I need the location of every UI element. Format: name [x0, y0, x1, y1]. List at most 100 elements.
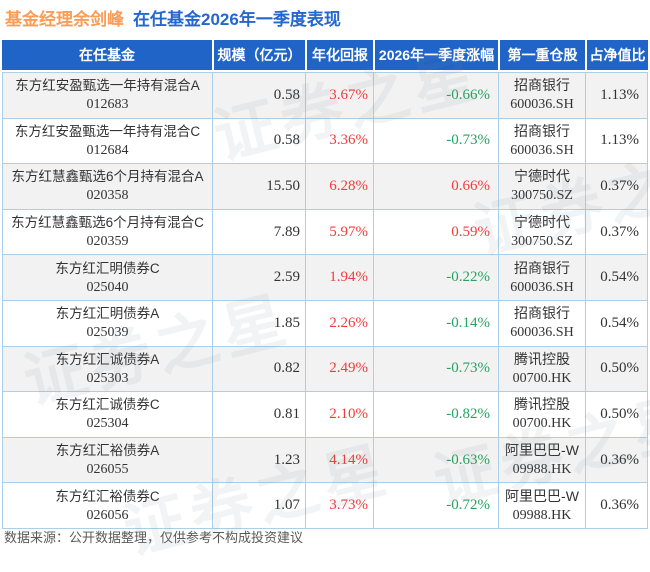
holding-name: 招商银行 [514, 122, 570, 139]
fund-scale-value: 15.50 [213, 164, 306, 209]
top-holding-cell: 招商银行 600036.SH [499, 300, 586, 346]
annual-return-value: 4.14% [306, 437, 374, 483]
report-subtitle: 在任基金2026年一季度表现 [133, 10, 341, 29]
fund-code: 026055 [86, 462, 129, 478]
fund-scale-value: 0.58 [213, 118, 306, 164]
fund-name: 东方红汇诚债券A [55, 351, 160, 367]
holding-name: 招商银行 [514, 77, 570, 94]
fund-name: 东方红汇裕债券C [55, 488, 160, 504]
header-annual-return: 年化回报 [307, 40, 375, 70]
fund-cell: 东方红汇裕债券C 026056 [3, 483, 213, 528]
net-ratio-value: 0.54% [600, 314, 639, 331]
q1-change-value: 0.59% [374, 209, 499, 255]
holding-code: 600036.SH [510, 325, 574, 341]
top-holding-cell: 腾讯控股 00700.HK [499, 392, 586, 437]
fund-name: 东方红汇明债券A [55, 306, 160, 322]
fund-scale-value: 1.07 [213, 483, 306, 528]
annual-return-value: 3.67% [306, 73, 374, 118]
q1-change-value: -0.66% [374, 73, 499, 118]
fund-cell: 东方红汇明债券C 025040 [3, 255, 213, 300]
table-row: 东方红汇明债券A 025039 1.85 2.26% -0.14% 招商银行 6… [3, 300, 647, 347]
table-row: 东方红汇诚债券A 025303 0.82 2.49% -0.73% 腾讯控股 0… [3, 346, 647, 393]
top-holding-cell: 阿里巴巴-W 09988.HK [499, 483, 586, 528]
holding-code: 09988.HK [512, 462, 572, 478]
header-q1-change: 2026年一季度涨幅 [375, 40, 500, 70]
fund-code: 012684 [86, 142, 129, 158]
table-row: 东方红慧鑫甄选6个月持有混合A 020358 15.50 6.28% 0.66%… [3, 164, 647, 210]
net-ratio-value: 1.13% [600, 86, 639, 103]
fund-name: 东方红慧鑫甄选6个月持有混合A [11, 169, 204, 185]
fund-cell: 东方红安盈甄选一年持有混合A 012683 [3, 73, 213, 118]
top-holding-cell: 招商银行 600036.SH [499, 118, 586, 164]
holding-code: 00700.HK [512, 370, 572, 386]
net-ratio-value: 0.54% [600, 269, 639, 286]
holding-name: 宁德时代 [514, 214, 570, 231]
annual-return-value: 2.10% [306, 392, 374, 437]
q1-change-value: -0.73% [374, 118, 499, 164]
annual-return-value: 1.94% [306, 255, 374, 300]
fund-cell: 东方红汇明债券A 025039 [3, 300, 213, 346]
top-holding-cell: 宁德时代 300750.SZ [499, 164, 586, 209]
fund-code: 025303 [86, 370, 129, 386]
fund-name: 东方红安盈甄选一年持有混合A [15, 78, 200, 94]
table-row: 东方红汇裕债券C 026056 1.07 3.73% -0.72% 阿里巴巴-W… [3, 483, 647, 528]
fund-scale-value: 2.59 [213, 255, 306, 300]
page-title: 基金经理余剑峰 在任基金2026年一季度表现 [5, 5, 341, 30]
top-holding-cell: 阿里巴巴-W 09988.HK [499, 437, 586, 483]
top-holding-cell: 招商银行 600036.SH [499, 73, 586, 118]
net-ratio-value: 0.50% [600, 405, 639, 422]
annual-return-value: 6.28% [306, 164, 374, 209]
fund-code: 025039 [86, 325, 129, 341]
q1-change-value: -0.82% [374, 392, 499, 437]
fund-cell: 东方红汇诚债券A 025303 [3, 346, 213, 392]
fund-code: 020359 [86, 234, 129, 250]
net-ratio-value: 0.36% [600, 451, 639, 468]
table-row: 东方红汇明债券C 025040 2.59 1.94% -0.22% 招商银行 6… [3, 255, 647, 301]
holding-code: 300750.SZ [511, 234, 573, 250]
holding-name: 阿里巴巴-W [505, 442, 579, 459]
fund-scale-value: 0.81 [213, 392, 306, 437]
header-net-ratio: 占净值比 [587, 40, 648, 70]
holding-name: 腾讯控股 [514, 350, 570, 367]
holding-code: 600036.SH [510, 142, 574, 158]
table-row: 东方红汇诚债券C 025304 0.81 2.10% -0.82% 腾讯控股 0… [3, 392, 647, 438]
fund-scale-value: 1.85 [213, 300, 306, 346]
holding-code: 00700.HK [512, 416, 572, 432]
fund-cell: 东方红汇诚债券C 025304 [3, 392, 213, 437]
header-fund: 在任基金 [2, 40, 214, 70]
table-body: 东方红安盈甄选一年持有混合A 012683 0.58 3.67% -0.66% … [2, 72, 648, 529]
net-ratio-value: 0.37% [600, 223, 639, 240]
top-holding-cell: 腾讯控股 00700.HK [499, 346, 586, 392]
fund-name: 东方红汇裕债券A [55, 443, 160, 459]
net-ratio-value: 0.50% [600, 360, 639, 377]
holding-name: 阿里巴巴-W [505, 487, 579, 504]
net-ratio-value: 0.37% [600, 177, 639, 194]
table-header-row: 在任基金 规模（亿元） 年化回报 2026年一季度涨幅 第一重仓股 占净值比 [2, 40, 648, 70]
fund-scale-value: 0.58 [213, 73, 306, 118]
q1-change-value: -0.72% [374, 483, 499, 528]
fund-manager-name: 基金经理余剑峰 [5, 10, 124, 29]
fund-code: 025040 [86, 279, 129, 295]
fund-name: 东方红汇明债券C [55, 260, 160, 276]
top-holding-cell: 宁德时代 300750.SZ [499, 209, 586, 255]
q1-change-value: -0.14% [374, 300, 499, 346]
fund-cell: 东方红慧鑫甄选6个月持有混合A 020358 [3, 164, 213, 209]
holding-name: 招商银行 [514, 305, 570, 322]
fund-name: 东方红汇诚债券C [55, 397, 160, 413]
table-row: 东方红汇裕债券A 026055 1.23 4.14% -0.63% 阿里巴巴-W… [3, 437, 647, 484]
header-top-holding: 第一重仓股 [500, 40, 587, 70]
table-row: 东方红安盈甄选一年持有混合C 012684 0.58 3.36% -0.73% … [3, 118, 647, 165]
fund-code: 026056 [86, 507, 129, 523]
fund-cell: 东方红汇裕债券A 026055 [3, 437, 213, 483]
fund-scale-value: 7.89 [213, 209, 306, 255]
fund-code: 025304 [86, 416, 129, 432]
table-row: 东方红安盈甄选一年持有混合A 012683 0.58 3.67% -0.66% … [3, 73, 647, 119]
holding-code: 600036.SH [510, 97, 574, 113]
fund-performance-table: 在任基金 规模（亿元） 年化回报 2026年一季度涨幅 第一重仓股 占净值比 东… [2, 40, 648, 529]
net-ratio-value: 0.36% [600, 497, 639, 514]
fund-scale-value: 0.82 [213, 346, 306, 392]
q1-change-value: -0.73% [374, 346, 499, 392]
data-source-note: 数据来源：公开数据整理，仅供参考不构成投资建议 [4, 530, 304, 545]
holding-name: 宁德时代 [514, 168, 570, 185]
fund-name: 东方红安盈甄选一年持有混合C [14, 123, 201, 139]
